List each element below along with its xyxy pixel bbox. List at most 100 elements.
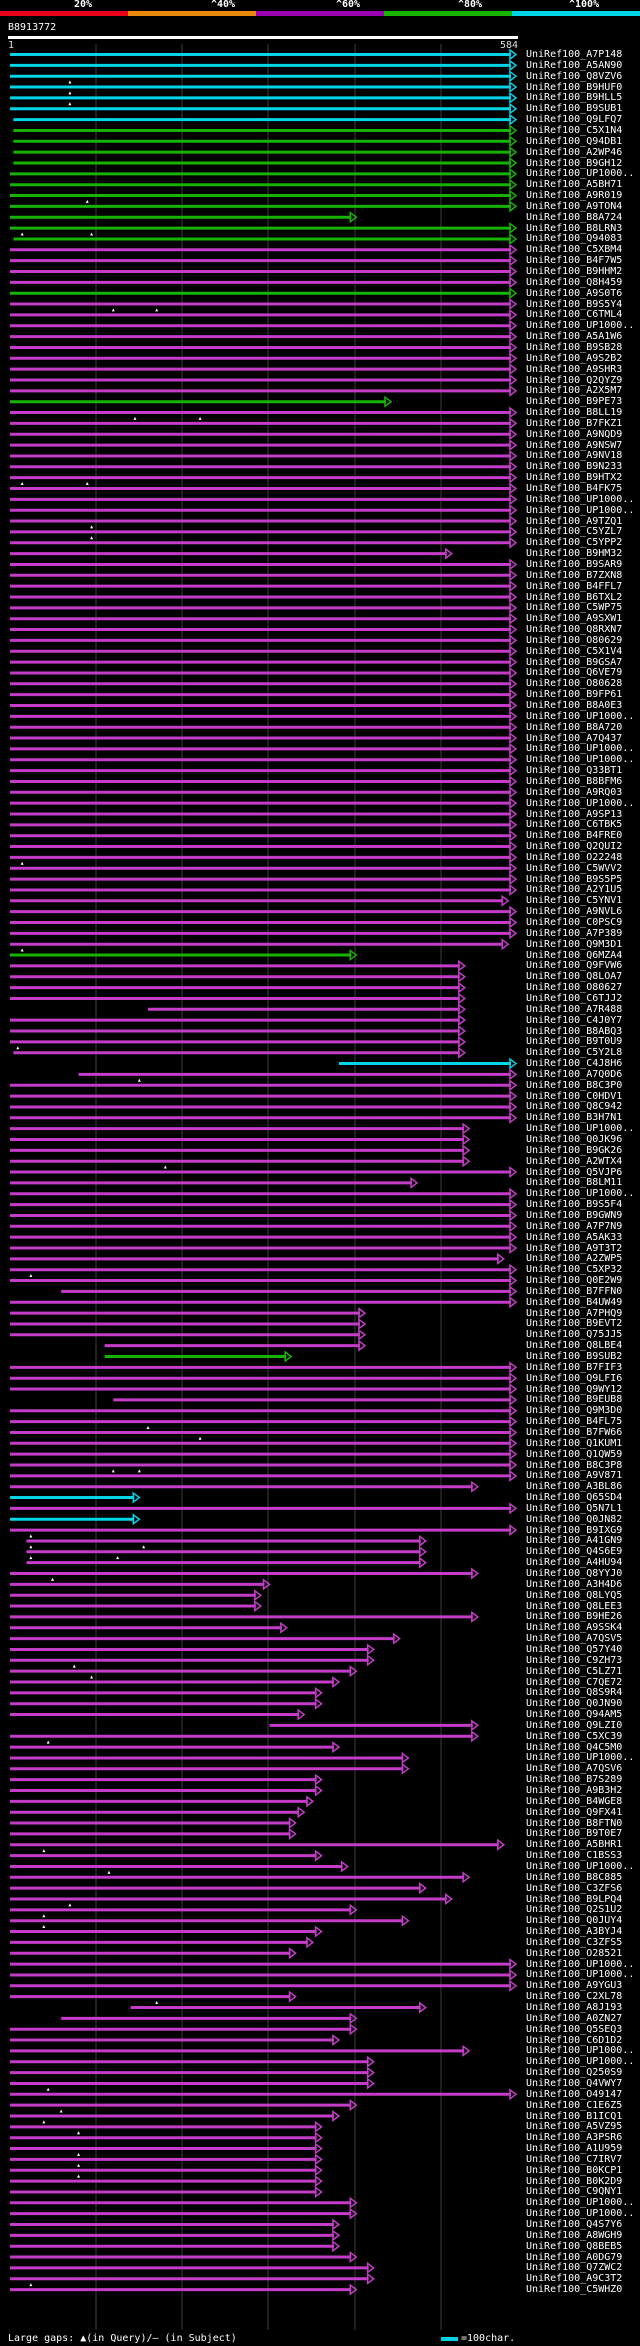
hit-label[interactable]: UniRef100_Q5N7L1 bbox=[526, 1502, 623, 1514]
hit-label[interactable]: UniRef100_B9FP61 bbox=[526, 689, 623, 701]
hit-label[interactable]: UniRef100_C5YNV1 bbox=[526, 895, 623, 907]
hit-label[interactable]: UniRef100_UP1000.. bbox=[526, 2208, 635, 2220]
hit-label[interactable]: UniRef100_C5YZL7 bbox=[526, 526, 623, 538]
hit-label[interactable]: UniRef100_Q7ZWC2 bbox=[526, 2262, 623, 2274]
hit-label[interactable]: UniRef100_UP1000.. bbox=[526, 1969, 635, 1981]
hit-label[interactable]: UniRef100_B9LPQ4 bbox=[526, 1893, 623, 1905]
hit-label[interactable]: UniRef100_C3ZFS6 bbox=[526, 1882, 623, 1894]
hit-label[interactable]: UniRef100_C6TJJ2 bbox=[526, 992, 623, 1004]
hit-label[interactable]: UniRef100_C7IRV7 bbox=[526, 2153, 623, 2165]
hit-label[interactable]: UniRef100_B7FKZ1 bbox=[526, 417, 623, 429]
hit-label[interactable]: UniRef100_B8BFM6 bbox=[526, 775, 623, 787]
hit-label[interactable]: UniRef100_A9NV18 bbox=[526, 450, 623, 462]
hit-label[interactable]: UniRef100_C5WP75 bbox=[526, 602, 623, 614]
hit-label[interactable]: UniRef100_A2X5M7 bbox=[526, 385, 623, 397]
hit-label[interactable]: UniRef100_B1ICQ1 bbox=[526, 2110, 623, 2122]
hit-label[interactable]: UniRef100_A7P7N9 bbox=[526, 1220, 623, 1232]
hit-label[interactable]: UniRef100_B9SUB1 bbox=[526, 103, 623, 115]
hit-label[interactable]: UniRef100_Q57Y40 bbox=[526, 1643, 623, 1655]
hit-label[interactable]: UniRef100_Q4S7Y6 bbox=[526, 2219, 623, 2230]
hit-label[interactable]: UniRef100_A9SXW1 bbox=[526, 613, 623, 625]
hit-label[interactable]: UniRef100_A9SHR3 bbox=[526, 363, 623, 375]
hit-label[interactable]: UniRef100_Q6MZA4 bbox=[526, 949, 623, 961]
hit-label[interactable]: UniRef100_UP1000.. bbox=[526, 168, 635, 180]
hit-label[interactable]: UniRef100_A5AK33 bbox=[526, 1231, 623, 1243]
hit-label[interactable]: UniRef100_B4FRE0 bbox=[526, 830, 623, 842]
hit-label[interactable]: UniRef100_A9SP13 bbox=[526, 808, 623, 820]
hit-label[interactable]: UniRef100_A0DG79 bbox=[526, 2251, 623, 2263]
hit-label[interactable]: UniRef100_Q2QYZ9 bbox=[526, 374, 623, 386]
hit-label[interactable]: UniRef100_A7PHQ9 bbox=[526, 1307, 623, 1319]
hit-label[interactable]: UniRef100_A2WTX4 bbox=[526, 1155, 623, 1167]
hit-label[interactable]: UniRef100_Q0JN90 bbox=[526, 1698, 623, 1710]
hit-label[interactable]: UniRef100_C1BSS3 bbox=[526, 1850, 623, 1862]
hit-label[interactable]: UniRef100_Q2QUI2 bbox=[526, 841, 623, 853]
hit-label[interactable]: UniRef100_Q9WY12 bbox=[526, 1383, 623, 1395]
hit-label[interactable]: UniRef100_A3H4D6 bbox=[526, 1578, 623, 1590]
hit-label[interactable]: UniRef100_A2WP46 bbox=[526, 146, 623, 158]
hit-label[interactable]: UniRef100_B8LM11 bbox=[526, 1177, 623, 1189]
hit-label[interactable]: UniRef100_C5WVV2 bbox=[526, 862, 623, 874]
hit-label[interactable]: UniRef100_B8LRN3 bbox=[526, 222, 623, 234]
hit-label[interactable]: UniRef100_B9EVT2 bbox=[526, 1318, 623, 1330]
hit-label[interactable]: UniRef100_B9SAR9 bbox=[526, 558, 623, 570]
hit-label[interactable]: UniRef100_A7Q437 bbox=[526, 732, 623, 744]
hit-label[interactable]: UniRef100_B9N233 bbox=[526, 461, 623, 473]
hit-label[interactable]: UniRef100_B3H7N1 bbox=[526, 1112, 623, 1124]
hit-label[interactable]: UniRef100_Q5VJP6 bbox=[526, 1166, 623, 1178]
hit-label[interactable]: UniRef100_Q9LZI0 bbox=[526, 1719, 623, 1731]
hit-label[interactable]: UniRef100_B4FK75 bbox=[526, 483, 623, 494]
hit-label[interactable]: UniRef100_UP1000.. bbox=[526, 754, 635, 766]
hit-label[interactable]: UniRef100_C5X1N4 bbox=[526, 124, 623, 136]
hit-label[interactable]: UniRef100_Q1KUM1 bbox=[526, 1437, 623, 1449]
hit-label[interactable]: UniRef100_UP1000.. bbox=[526, 710, 635, 722]
hit-label[interactable]: UniRef100_Q0E2W9 bbox=[526, 1275, 623, 1287]
hit-label[interactable]: UniRef100_C5XBM4 bbox=[526, 244, 623, 256]
hit-label[interactable]: UniRef100_B9S5Y4 bbox=[526, 298, 623, 310]
hit-label[interactable]: UniRef100_O80627 bbox=[526, 982, 623, 994]
hit-label[interactable]: UniRef100_B9HE26 bbox=[526, 1611, 623, 1623]
hit-label[interactable]: UniRef100_B9GK26 bbox=[526, 1144, 623, 1156]
hit-label[interactable]: UniRef100_Q8C942 bbox=[526, 1101, 623, 1113]
hit-label[interactable]: UniRef100_B4FL75 bbox=[526, 1416, 623, 1428]
hit-label[interactable]: UniRef100_O80628 bbox=[526, 678, 623, 690]
hit-label[interactable]: UniRef100_B7ZXN8 bbox=[526, 569, 623, 581]
hit-label[interactable]: UniRef100_C5X1V4 bbox=[526, 645, 623, 657]
hit-label[interactable]: UniRef100_Q75JJ5 bbox=[526, 1329, 623, 1341]
hit-label[interactable]: UniRef100_Q8RXN7 bbox=[526, 624, 623, 636]
hit-label[interactable]: UniRef100_C4J8H6 bbox=[526, 1058, 623, 1070]
hit-label[interactable]: UniRef100_A3BYJ4 bbox=[526, 1926, 623, 1938]
hit-label[interactable]: UniRef100_Q8LYQ5 bbox=[526, 1589, 623, 1601]
hit-label[interactable]: UniRef100_B9HTX2 bbox=[526, 472, 623, 484]
hit-label[interactable]: UniRef100_A9NVL6 bbox=[526, 906, 623, 918]
hit-label[interactable]: UniRef100_C6TBK5 bbox=[526, 819, 623, 831]
hit-label[interactable]: UniRef100_Q1QW59 bbox=[526, 1448, 623, 1460]
hit-label[interactable]: UniRef100_Q0JUY4 bbox=[526, 1915, 623, 1927]
hit-label[interactable]: UniRef100_Q65SD4 bbox=[526, 1492, 623, 1504]
hit-label[interactable]: UniRef100_C2XL78 bbox=[526, 1991, 623, 2003]
hit-label[interactable]: UniRef100_Q2S1U2 bbox=[526, 1904, 623, 1916]
hit-label[interactable]: UniRef100_Q8LOA7 bbox=[526, 971, 623, 983]
hit-label[interactable]: UniRef100_UP1000.. bbox=[526, 2056, 635, 2068]
hit-label[interactable]: UniRef100_C6TML4 bbox=[526, 309, 623, 321]
hit-label[interactable]: UniRef100_B8FTN0 bbox=[526, 1817, 623, 1829]
hit-label[interactable]: UniRef100_Q5SEQ3 bbox=[526, 2023, 623, 2035]
hit-label[interactable]: UniRef100_Q4C5M0 bbox=[526, 1741, 623, 1753]
hit-label[interactable]: UniRef100_A8WGH9 bbox=[526, 2229, 623, 2241]
hit-label[interactable]: UniRef100_Q0JK96 bbox=[526, 1134, 623, 1145]
hit-label[interactable]: UniRef100_C5YPP2 bbox=[526, 537, 623, 549]
hit-label[interactable]: UniRef100_B8ABQ3 bbox=[526, 1025, 623, 1037]
hit-label[interactable]: UniRef100_B9HUF0 bbox=[526, 81, 623, 93]
hit-label[interactable]: UniRef100_A41GN9 bbox=[526, 1535, 623, 1547]
hit-label[interactable]: UniRef100_Q0JN82 bbox=[526, 1513, 623, 1525]
hit-label[interactable]: UniRef100_C3ZFS5 bbox=[526, 1936, 623, 1948]
hit-label[interactable]: UniRef100_B4WGE8 bbox=[526, 1795, 623, 1807]
hit-label[interactable]: UniRef100_B9GSA7 bbox=[526, 656, 623, 668]
hit-label[interactable]: UniRef100_B9HM32 bbox=[526, 548, 623, 560]
hit-label[interactable]: UniRef100_C5LZ71 bbox=[526, 1665, 623, 1677]
hit-label[interactable]: UniRef100_B8A0E3 bbox=[526, 700, 623, 711]
hit-label[interactable]: UniRef100_A9NSW7 bbox=[526, 439, 623, 451]
hit-label[interactable]: UniRef100_UP1000.. bbox=[526, 1752, 635, 1764]
hit-label[interactable]: UniRef100_Q8LEE3 bbox=[526, 1600, 623, 1612]
hit-label[interactable]: UniRef100_Q250S9 bbox=[526, 2067, 623, 2079]
